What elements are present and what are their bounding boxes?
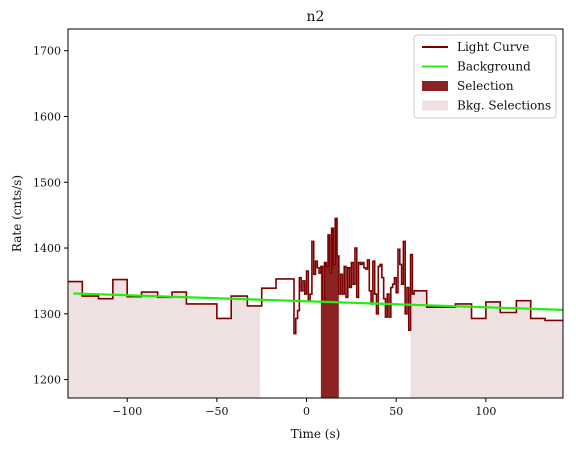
y-tick-label: 1500 bbox=[33, 176, 61, 189]
legend: Light Curve Background Selection Bkg. Selec… bbox=[413, 34, 557, 119]
x-tick-label: −50 bbox=[205, 405, 228, 418]
light-curve-line bbox=[68, 217, 563, 335]
bkg-selection-region-1 bbox=[68, 279, 260, 398]
x-tick-label: 50 bbox=[389, 405, 403, 418]
legend-box bbox=[413, 34, 557, 119]
x-tick-label: 100 bbox=[475, 405, 496, 418]
x-axis-label: Time (s) bbox=[291, 427, 341, 441]
legend-swatch bbox=[422, 100, 448, 111]
series-layer bbox=[68, 217, 563, 335]
legend-swatch bbox=[422, 81, 448, 91]
legend-entry-label: Background bbox=[457, 60, 531, 74]
y-tick-label: 1400 bbox=[33, 242, 61, 255]
bkg-selection-region-2 bbox=[410, 254, 563, 398]
plot-frame bbox=[67, 28, 564, 399]
chart-title: n2 bbox=[307, 9, 325, 25]
legend-entry-label: Selection bbox=[457, 79, 514, 93]
y-tick-label: 1700 bbox=[33, 45, 61, 58]
legend-entry-label: Bkg. Selections bbox=[457, 99, 551, 113]
y-tick-label: 1200 bbox=[33, 374, 61, 387]
axis-ticks: −100 −50 0 50 100 1200 1300 1400 1500 1600 1700 bbox=[33, 45, 496, 418]
background-line bbox=[73, 292, 563, 311]
bkg-selection-regions bbox=[68, 254, 563, 398]
y-axis-label: Rate (cnts/s) bbox=[10, 175, 24, 252]
y-tick-label: 1300 bbox=[33, 308, 61, 321]
selection-region bbox=[320, 218, 339, 398]
x-tick-label: 0 bbox=[303, 405, 310, 418]
legend-entry-label: Light Curve bbox=[457, 40, 529, 54]
y-tick-label: 1600 bbox=[33, 110, 61, 123]
x-tick-label: −100 bbox=[112, 405, 142, 418]
selection-region-fill bbox=[320, 218, 339, 398]
